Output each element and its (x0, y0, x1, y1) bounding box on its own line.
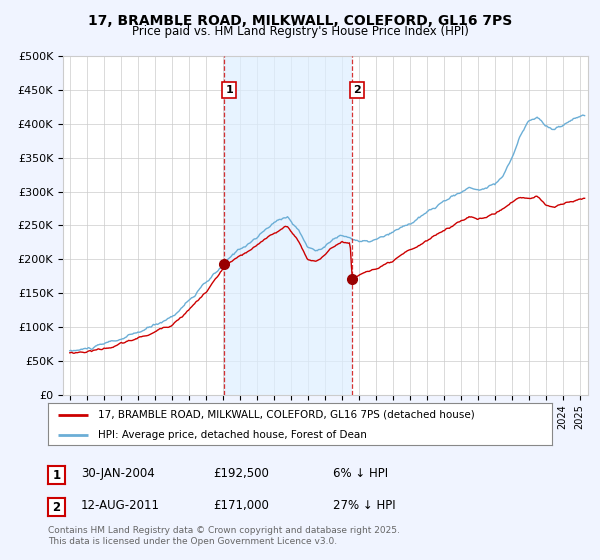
Text: 27% ↓ HPI: 27% ↓ HPI (333, 498, 395, 512)
Text: 17, BRAMBLE ROAD, MILKWALL, COLEFORD, GL16 7PS (detached house): 17, BRAMBLE ROAD, MILKWALL, COLEFORD, GL… (98, 410, 475, 420)
Text: 1: 1 (52, 469, 61, 482)
Text: 1: 1 (225, 85, 233, 95)
Text: Contains HM Land Registry data © Crown copyright and database right 2025.
This d: Contains HM Land Registry data © Crown c… (48, 526, 400, 546)
Text: 6% ↓ HPI: 6% ↓ HPI (333, 466, 388, 480)
Text: £171,000: £171,000 (213, 498, 269, 512)
Text: £192,500: £192,500 (213, 466, 269, 480)
Text: Price paid vs. HM Land Registry's House Price Index (HPI): Price paid vs. HM Land Registry's House … (131, 25, 469, 38)
Text: HPI: Average price, detached house, Forest of Dean: HPI: Average price, detached house, Fore… (98, 430, 367, 440)
Text: 30-JAN-2004: 30-JAN-2004 (81, 466, 155, 480)
Text: 2: 2 (353, 85, 361, 95)
Text: 2: 2 (52, 501, 61, 514)
Text: 12-AUG-2011: 12-AUG-2011 (81, 498, 160, 512)
Bar (224, 56, 352, 395)
Text: 17, BRAMBLE ROAD, MILKWALL, COLEFORD, GL16 7PS: 17, BRAMBLE ROAD, MILKWALL, COLEFORD, GL… (88, 14, 512, 28)
